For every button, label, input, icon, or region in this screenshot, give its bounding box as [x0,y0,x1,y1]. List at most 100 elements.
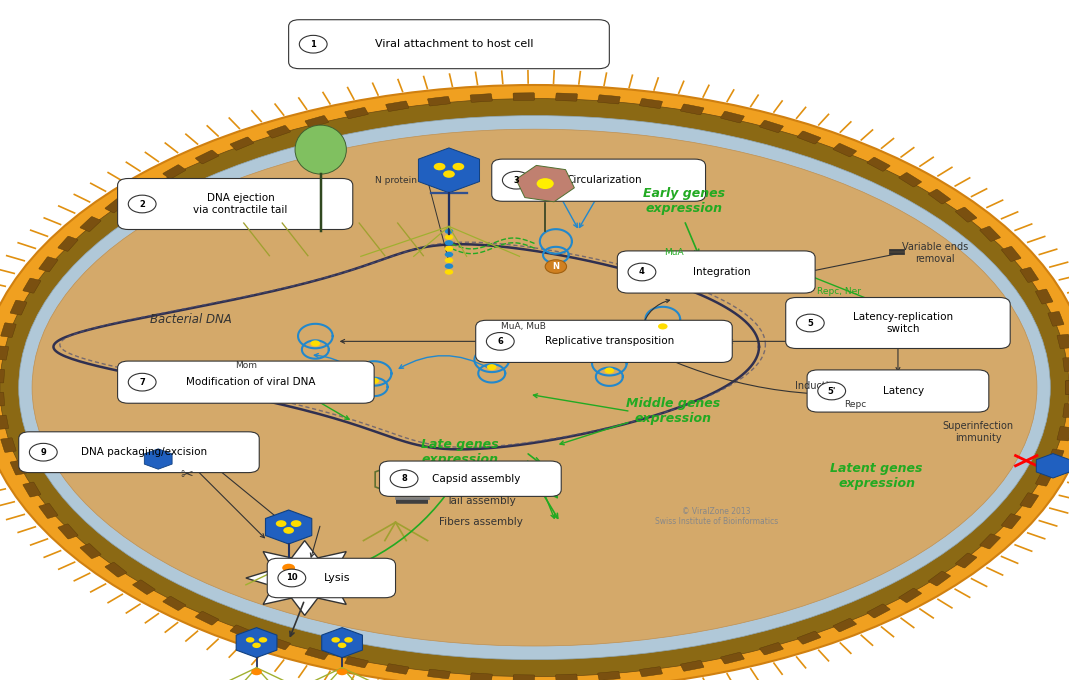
FancyBboxPatch shape [1020,493,1038,508]
FancyBboxPatch shape [58,524,78,539]
FancyBboxPatch shape [956,553,977,568]
Text: Late genes
expression: Late genes expression [421,438,498,466]
FancyBboxPatch shape [721,112,744,123]
Text: Viral attachment to host cell: Viral attachment to host cell [375,39,533,49]
FancyBboxPatch shape [598,95,620,104]
FancyBboxPatch shape [0,415,9,429]
FancyBboxPatch shape [105,198,127,213]
FancyBboxPatch shape [786,298,1010,348]
FancyBboxPatch shape [38,257,58,272]
Text: 5': 5' [827,386,836,396]
FancyBboxPatch shape [230,137,253,150]
Circle shape [628,263,656,281]
Ellipse shape [0,85,1069,680]
Text: 1: 1 [310,39,316,49]
Text: Integration: Integration [693,267,750,277]
Text: Superinfection
immunity: Superinfection immunity [943,421,1013,443]
FancyBboxPatch shape [162,596,186,611]
FancyBboxPatch shape [230,625,253,639]
Circle shape [604,367,614,373]
FancyBboxPatch shape [0,369,4,383]
FancyBboxPatch shape [386,101,409,112]
FancyBboxPatch shape [980,226,1001,241]
Circle shape [128,373,156,391]
FancyBboxPatch shape [899,588,921,602]
FancyBboxPatch shape [556,674,577,680]
FancyBboxPatch shape [1065,381,1069,394]
FancyBboxPatch shape [305,647,329,660]
Text: Modification of viral DNA: Modification of viral DNA [186,377,316,387]
Text: MuA, MuB: MuA, MuB [501,322,546,331]
FancyBboxPatch shape [1048,449,1064,464]
FancyBboxPatch shape [833,143,856,157]
FancyBboxPatch shape [618,251,815,293]
FancyBboxPatch shape [797,131,821,144]
Text: Middle genes
expression: Middle genes expression [626,397,721,426]
Text: DNA packaging/excision: DNA packaging/excision [81,447,207,457]
Text: DNA ejection
via contractile tail: DNA ejection via contractile tail [193,193,288,215]
FancyBboxPatch shape [760,643,784,655]
FancyBboxPatch shape [428,669,450,679]
Text: Capsid assembly: Capsid assembly [432,474,520,483]
FancyBboxPatch shape [38,503,58,518]
Text: 2: 2 [139,199,145,209]
Text: Replicative transposition: Replicative transposition [545,337,673,346]
Circle shape [278,569,306,587]
Text: 3: 3 [513,175,520,185]
FancyBboxPatch shape [1057,335,1069,349]
Circle shape [337,668,347,675]
Text: 4: 4 [639,267,645,277]
FancyBboxPatch shape [492,159,706,201]
Text: Repc, Ner: Repc, Ner [817,286,862,296]
FancyBboxPatch shape [267,558,396,598]
Text: Latency: Latency [883,386,924,396]
Circle shape [502,171,530,189]
FancyBboxPatch shape [928,189,950,204]
Text: 7: 7 [139,377,145,387]
FancyBboxPatch shape [639,666,663,677]
Circle shape [331,637,340,643]
Text: 8: 8 [401,474,407,483]
FancyBboxPatch shape [513,675,534,680]
FancyBboxPatch shape [428,97,450,106]
FancyBboxPatch shape [80,217,102,232]
Circle shape [657,323,667,329]
FancyBboxPatch shape [345,657,369,668]
Ellipse shape [18,116,1050,660]
FancyBboxPatch shape [476,320,732,362]
FancyBboxPatch shape [956,207,977,222]
Text: © ViralZone 2013
Swiss Institute of Bioinformatics: © ViralZone 2013 Swiss Institute of Bioi… [654,507,778,526]
Circle shape [796,314,824,332]
Circle shape [370,378,378,384]
FancyBboxPatch shape [807,370,989,412]
Text: Circularization: Circularization [567,175,641,185]
Text: N: N [553,262,559,271]
FancyBboxPatch shape [1063,404,1069,418]
FancyBboxPatch shape [867,157,890,171]
FancyBboxPatch shape [1057,426,1069,441]
FancyBboxPatch shape [305,116,329,128]
FancyBboxPatch shape [833,618,856,632]
FancyBboxPatch shape [928,571,950,586]
FancyBboxPatch shape [133,181,155,195]
Circle shape [445,263,453,269]
Text: 6: 6 [497,337,503,346]
FancyBboxPatch shape [470,673,493,680]
Circle shape [818,382,846,400]
FancyBboxPatch shape [681,660,703,671]
FancyBboxPatch shape [58,236,78,252]
FancyBboxPatch shape [470,94,493,102]
FancyBboxPatch shape [345,107,369,118]
FancyBboxPatch shape [133,580,155,594]
FancyBboxPatch shape [118,361,374,403]
FancyBboxPatch shape [196,150,219,164]
Circle shape [545,260,567,273]
Circle shape [445,240,453,245]
FancyBboxPatch shape [1063,358,1069,371]
Circle shape [310,340,320,347]
Circle shape [452,163,464,171]
FancyBboxPatch shape [681,104,703,115]
FancyBboxPatch shape [1036,471,1053,486]
Text: Mom: Mom [235,361,257,371]
Circle shape [445,246,453,252]
